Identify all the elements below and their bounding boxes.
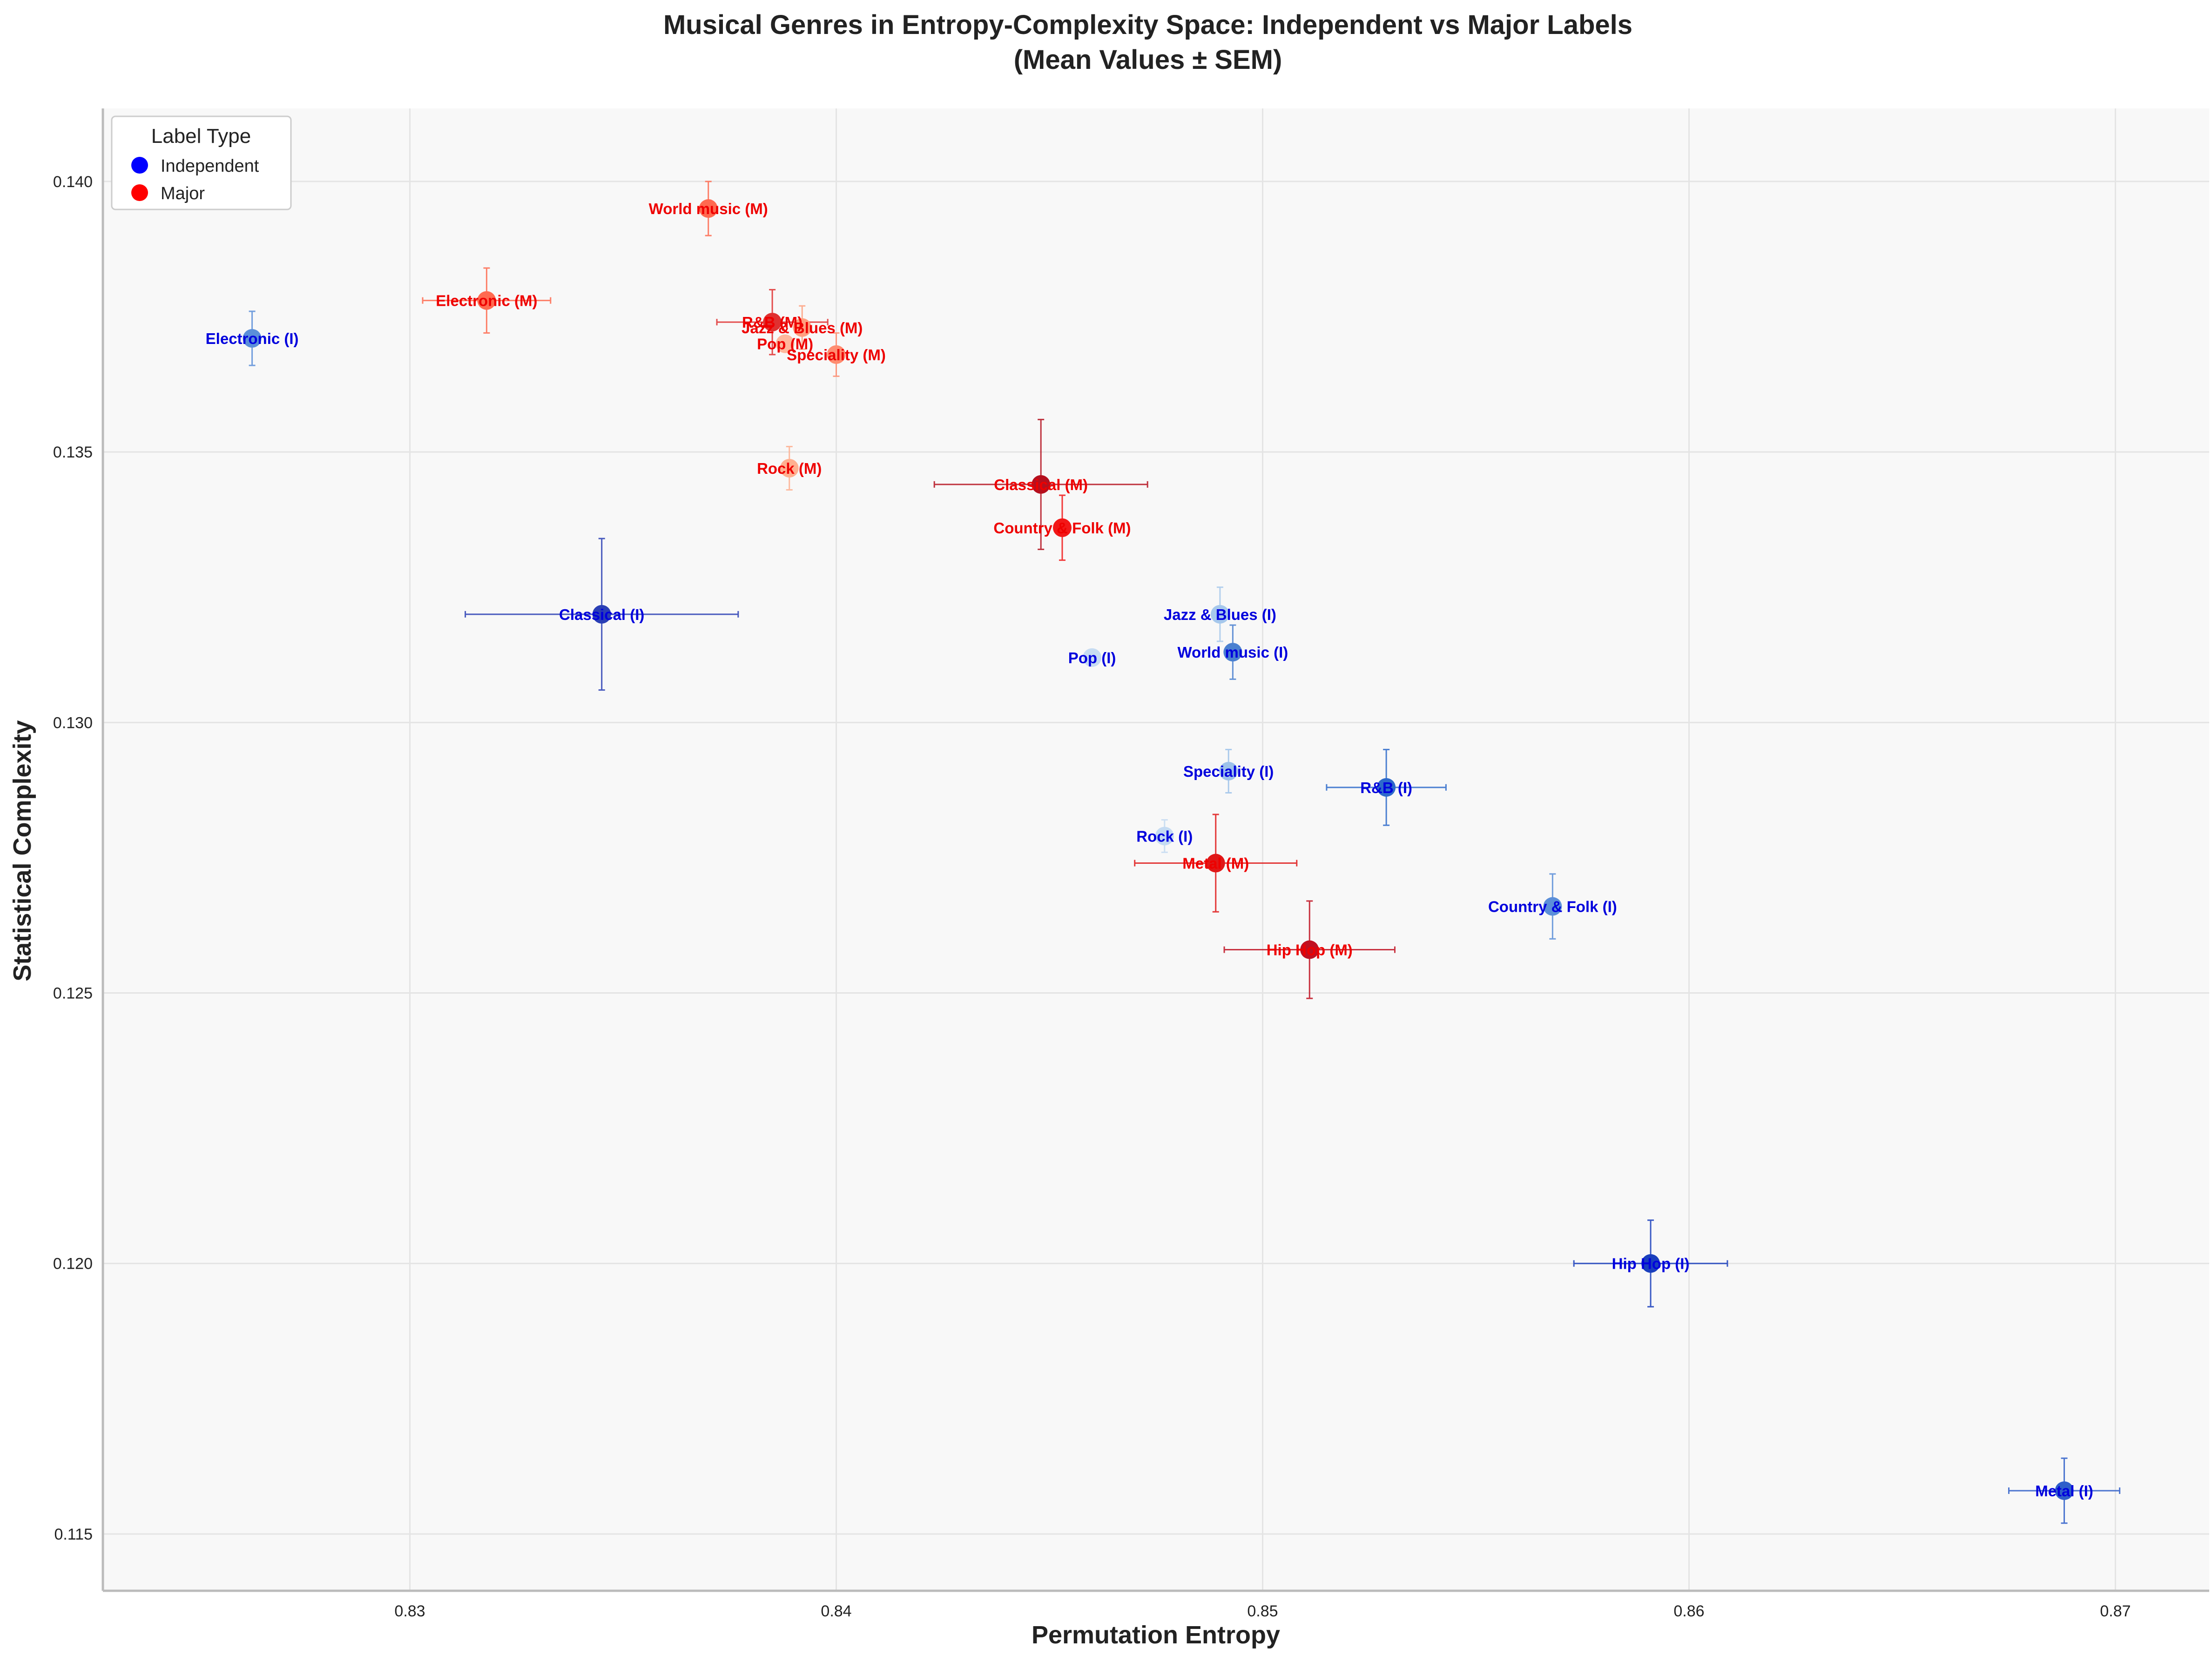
- point-classical-i: [592, 605, 611, 624]
- x-tick-label: 0.87: [2100, 1602, 2131, 1620]
- point-label-metal-m: Metal (M): [1182, 855, 1249, 872]
- chart-title: Musical Genres in Entropy-Complexity Spa…: [663, 10, 1632, 40]
- point-speciality-m: [827, 345, 846, 364]
- point-label-country-and-folk-i: Country & Folk (I): [1488, 898, 1617, 915]
- point-labels: Electronic (I) Classical (I) Jazz & Blues …: [206, 200, 2093, 1500]
- point-label-electronic-m: Electronic (M): [436, 292, 537, 309]
- data-points: [243, 199, 2074, 1500]
- point-label-country-and-folk-m: Country & Folk (M): [993, 519, 1131, 537]
- point-metal-i: [2055, 1481, 2074, 1500]
- point-label-randb-m: R&B (M): [742, 314, 803, 331]
- grid-lines: [103, 108, 2209, 1591]
- point-label-classical-i: Classical (I): [559, 606, 644, 623]
- point-pop-m: [776, 334, 795, 353]
- point-rock-i: [1155, 827, 1174, 846]
- point-label-pop-m: Pop (M): [757, 336, 813, 353]
- y-axis-label: Statistical Complexity: [8, 720, 36, 981]
- point-hip-hop-i: [1641, 1254, 1660, 1273]
- x-tick-label: 0.84: [821, 1602, 851, 1620]
- legend: Label Type Independent Major: [111, 115, 292, 210]
- point-metal-m: [1206, 854, 1225, 873]
- point-label-pop-i: Pop (I): [1068, 649, 1116, 666]
- point-randb-m: [763, 313, 782, 332]
- error-bars: [249, 181, 2121, 1524]
- point-label-jazz-and-blues-m: Jazz & Blues (M): [742, 319, 863, 336]
- axes: 0.83 0.84 0.85 0.86 0.87 0.115 0.120 0.125 0.130…: [53, 108, 2209, 1620]
- legend-title: Label Type: [151, 125, 251, 148]
- point-label-speciality-i: Speciality (I): [1183, 763, 1274, 780]
- x-tick-label: 0.83: [394, 1602, 425, 1620]
- legend-label-independent: Independent: [161, 156, 259, 176]
- point-label-electronic-i: Electronic (I): [206, 330, 299, 347]
- point-electronic-m: [477, 291, 496, 310]
- x-tick-label: 0.85: [1247, 1602, 1278, 1620]
- point-jazz-and-blues-i: [1210, 605, 1229, 624]
- point-pop-i: [1083, 648, 1102, 667]
- plot-area: [103, 108, 2209, 1591]
- point-electronic-i: [243, 329, 262, 348]
- point-rock-m: [780, 459, 799, 478]
- x-axis-label: Permutation Entropy: [1032, 1621, 1280, 1649]
- y-tick-label: 0.120: [53, 1255, 93, 1273]
- y-tick-label: 0.125: [53, 985, 93, 1002]
- x-tick-label: 0.86: [1673, 1602, 1704, 1620]
- point-label-world-music-i: World music (I): [1178, 644, 1288, 661]
- point-country-and-folk-m: [1052, 518, 1072, 537]
- point-jazz-and-blues-m: [793, 318, 812, 337]
- legend-marker-independent: [131, 157, 148, 174]
- point-label-hip-hop-m: Hip Hop (M): [1267, 942, 1353, 959]
- point-speciality-i: [1219, 761, 1238, 780]
- point-classical-m: [1032, 475, 1051, 494]
- point-world-music-i: [1223, 643, 1242, 662]
- legend-marker-major: [131, 184, 148, 201]
- legend-box: [111, 115, 292, 210]
- y-tick-label: 0.135: [53, 444, 93, 461]
- y-tick-label: 0.130: [53, 714, 93, 732]
- point-world-music-m: [699, 199, 718, 218]
- chart-subtitle: (Mean Values ± SEM): [1014, 45, 1282, 75]
- point-label-world-music-m: World music (M): [649, 200, 768, 217]
- point-label-randb-i: R&B (I): [1360, 779, 1412, 796]
- point-label-rock-m: Rock (M): [757, 460, 822, 477]
- point-label-speciality-m: Speciality (M): [787, 346, 886, 363]
- point-label-hip-hop-i: Hip Hop (I): [1612, 1255, 1690, 1272]
- y-tick-label: 0.140: [53, 173, 93, 191]
- point-label-classical-m: Classical (M): [994, 476, 1088, 493]
- point-country-and-folk-i: [1543, 897, 1562, 916]
- point-randb-i: [1377, 778, 1396, 797]
- y-tick-label: 0.115: [54, 1526, 93, 1543]
- point-label-rock-i: Rock (I): [1136, 828, 1193, 845]
- point-hip-hop-m: [1300, 940, 1319, 959]
- point-label-metal-i: Metal (I): [2035, 1482, 2093, 1500]
- legend-label-major: Major: [161, 184, 205, 203]
- point-label-jazz-and-blues-i: Jazz & Blues (I): [1164, 606, 1276, 623]
